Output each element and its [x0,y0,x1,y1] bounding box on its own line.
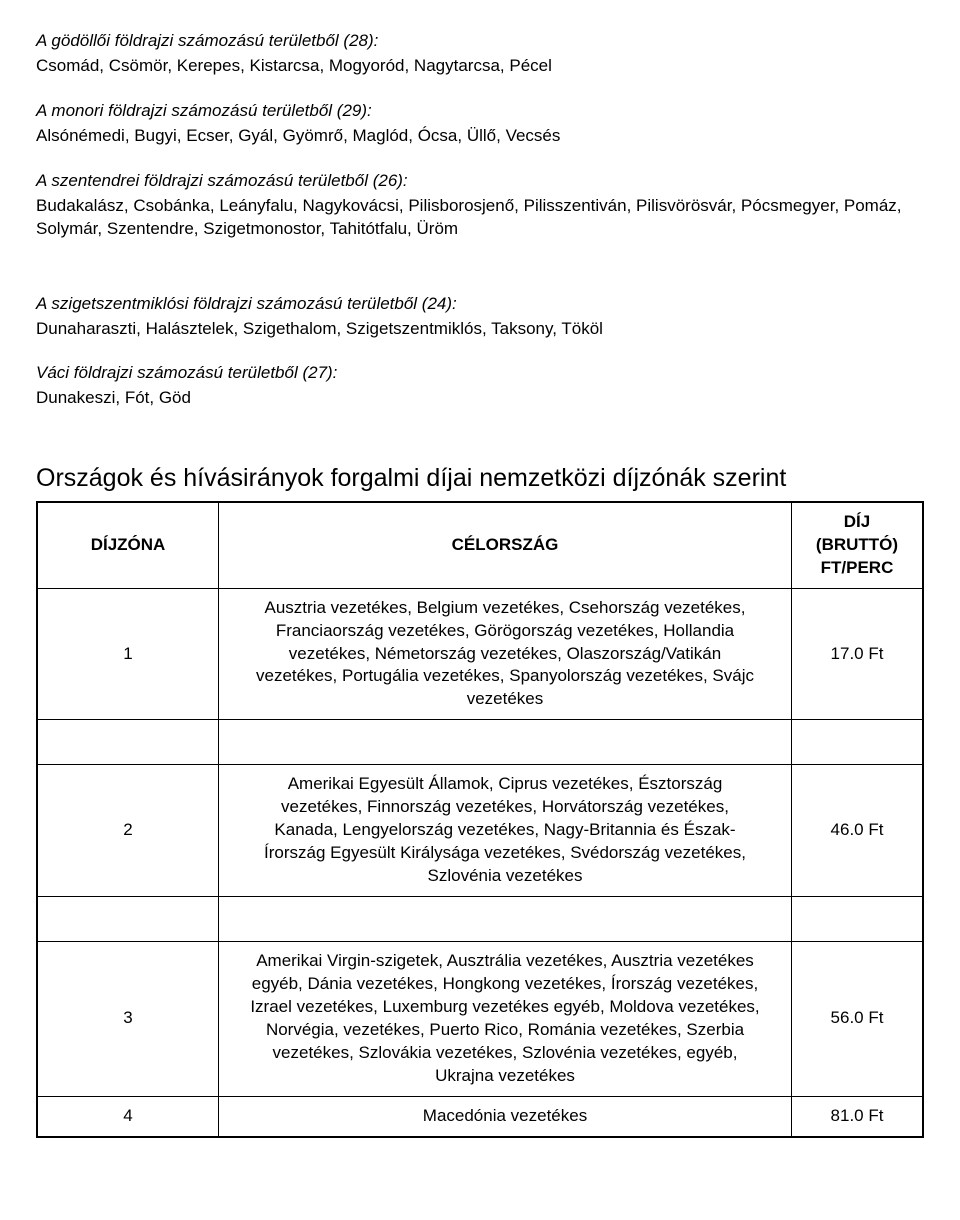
table-row-spacer [37,897,923,942]
col-destination: CÉLORSZÁG [219,502,792,588]
region-title: A monori földrajzi számozású területből … [36,100,924,123]
region-section-1: A monori földrajzi számozású területből … [36,100,924,148]
region-body: Csomád, Csömör, Kerepes, Kistarcsa, Mogy… [36,55,924,78]
price-cell: 46.0 Ft [792,765,924,897]
tariff-table: DÍJZÓNA CÉLORSZÁG DÍJ (BRUTTÓ) FT/PERC 1… [36,501,924,1138]
col-zone: DÍJZÓNA [37,502,219,588]
region-title: Váci földrajzi számozású területből (27)… [36,362,924,385]
table-heading: Országok és hívásirányok forgalmi díjai … [36,462,924,495]
region-title: A szigetszentmiklósi földrajzi számozású… [36,293,924,316]
destination-cell: Amerikai Egyesült Államok, Ciprus vezeté… [219,765,792,897]
price-cell: 81.0 Ft [792,1096,924,1136]
zone-cell: 2 [37,765,219,897]
table-header-row: DÍJZÓNA CÉLORSZÁG DÍJ (BRUTTÓ) FT/PERC [37,502,923,588]
table-row: 1 Ausztria vezetékes, Belgium vezetékes,… [37,588,923,720]
region-title: A gödöllői földrajzi számozású területbő… [36,30,924,53]
region-title: A szentendrei földrajzi számozású terüle… [36,170,924,193]
destination-cell: Ausztria vezetékes, Belgium vezetékes, C… [219,588,792,720]
col-price: DÍJ (BRUTTÓ) FT/PERC [792,502,924,588]
region-body: Alsónémedi, Bugyi, Ecser, Gyál, Gyömrő, … [36,125,924,148]
destination-cell: Macedónia vezetékes [219,1096,792,1136]
table-row: 2 Amerikai Egyesült Államok, Ciprus veze… [37,765,923,897]
price-cell: 17.0 Ft [792,588,924,720]
region-section-2: A szentendrei földrajzi számozású terüle… [36,170,924,241]
price-cell: 56.0 Ft [792,942,924,1097]
zone-cell: 3 [37,942,219,1097]
table-row-spacer [37,720,923,765]
destination-cell: Amerikai Virgin-szigetek, Ausztrália vez… [219,942,792,1097]
table-row: 4 Macedónia vezetékes 81.0 Ft [37,1096,923,1136]
region-body: Budakalász, Csobánka, Leányfalu, Nagykov… [36,195,924,241]
table-body: 1 Ausztria vezetékes, Belgium vezetékes,… [37,588,923,1136]
zone-cell: 1 [37,588,219,720]
region-section-4: Váci földrajzi számozású területből (27)… [36,362,924,410]
region-body: Dunaharaszti, Halásztelek, Szigethalom, … [36,318,924,341]
region-section-3: A szigetszentmiklósi földrajzi számozású… [36,293,924,341]
region-section-0: A gödöllői földrajzi számozású területbő… [36,30,924,78]
zone-cell: 4 [37,1096,219,1136]
region-body: Dunakeszi, Fót, Göd [36,387,924,410]
table-row: 3 Amerikai Virgin-szigetek, Ausztrália v… [37,942,923,1097]
